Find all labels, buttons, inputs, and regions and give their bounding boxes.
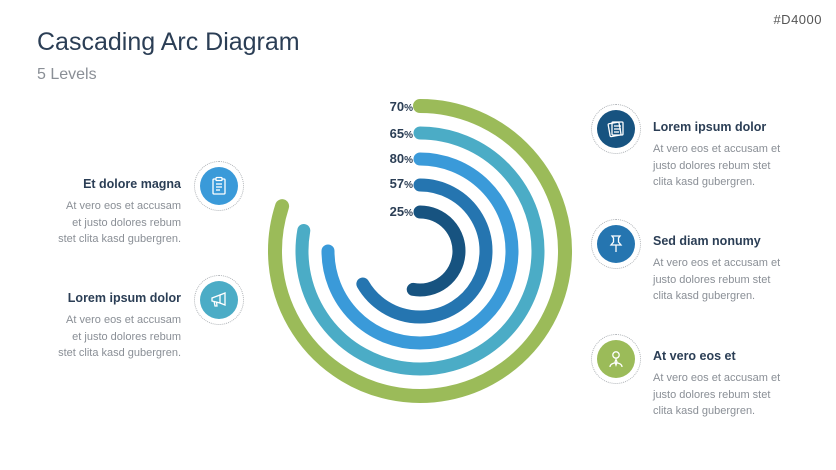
level-5-label: 25% [389, 204, 413, 219]
item-5-text: At vero eos et accusam et justo dolores … [653, 372, 781, 417]
arc-level-1 [268, 99, 572, 403]
level-2-label: 65% [389, 126, 413, 141]
arc-level-2 [295, 126, 545, 376]
item-3-heading: Lorem ipsum dolor [653, 120, 767, 134]
item-1-heading: Et dolore magna [83, 177, 181, 191]
item-3: Lorem ipsum dolor At vero eos et accusam… [653, 120, 836, 191]
megaphone-icon [200, 281, 238, 319]
pushpin-icon [597, 225, 635, 263]
item-4-heading: Sed diam nonumy [653, 234, 761, 248]
level-3-label: 80% [389, 151, 413, 166]
notes-icon [597, 110, 635, 148]
item-2-text: At vero eos et accusam et justo dolores … [58, 314, 181, 359]
level-1-label: 70% [389, 99, 413, 114]
arc-level-4 [356, 178, 493, 324]
item-5-heading: At vero eos et [653, 349, 736, 363]
item-2-icon-ring [194, 275, 244, 325]
item-1-text: At vero eos et accusam et justo dolores … [58, 200, 181, 245]
item-1: Et dolore magna At vero eos et accusam e… [0, 177, 181, 248]
item-2: Lorem ipsum dolor At vero eos et accusam… [0, 291, 181, 362]
slide-id: #D4000 [773, 12, 822, 27]
clipboard-icon [200, 167, 238, 205]
item-5: At vero eos et At vero eos et accusam et… [653, 349, 836, 420]
item-3-icon-ring [591, 104, 641, 154]
item-4-text: At vero eos et accusam et justo dolores … [653, 257, 781, 302]
level-4-label: 57% [389, 176, 413, 191]
item-5-icon-ring [591, 334, 641, 384]
arc-level-5 [406, 205, 466, 297]
item-3-text: At vero eos et accusam et justo dolores … [653, 143, 781, 188]
item-2-heading: Lorem ipsum dolor [67, 291, 181, 305]
item-4: Sed diam nonumy At vero eos et accusam e… [653, 234, 836, 305]
person-icon [597, 340, 635, 378]
item-4-icon-ring [591, 219, 641, 269]
page-title: Cascading Arc Diagram [37, 28, 300, 56]
arc-level-3 [321, 152, 519, 350]
item-1-icon-ring [194, 161, 244, 211]
page-subtitle: 5 Levels [37, 66, 97, 83]
